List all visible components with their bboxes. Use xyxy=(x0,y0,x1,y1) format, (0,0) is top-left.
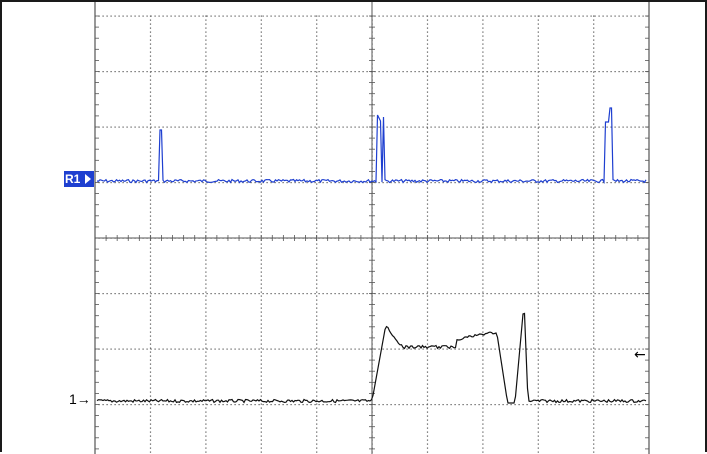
right-triangle-icon xyxy=(85,174,91,184)
arrow-left-icon: ← xyxy=(634,347,646,363)
ref1-label: R1 xyxy=(65,172,81,186)
ref1-waveform xyxy=(96,107,647,185)
trigger-level-marker[interactable]: ← xyxy=(634,347,646,363)
ch1-marker[interactable]: 1→ xyxy=(69,391,91,407)
ch1-label: 1 xyxy=(69,391,77,407)
ref1-marker[interactable]: R1 xyxy=(64,171,94,187)
ch1-waveform xyxy=(96,312,647,404)
graticule xyxy=(94,2,650,454)
arrow-right-icon: → xyxy=(76,391,91,407)
